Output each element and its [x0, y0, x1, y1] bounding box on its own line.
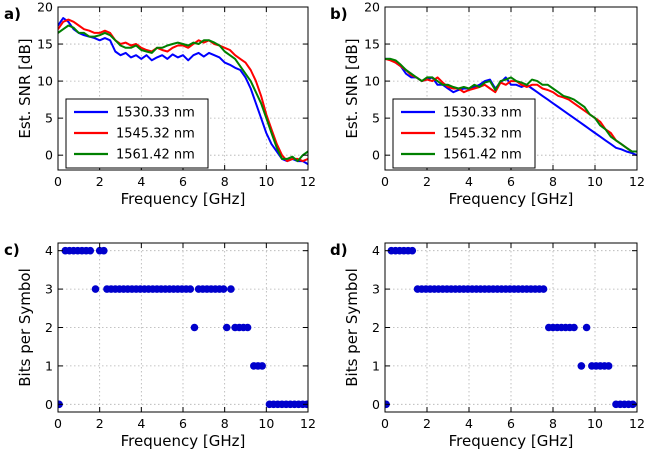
y-tick-label: 20 — [37, 0, 53, 15]
x-tick-label: 6 — [507, 416, 515, 431]
x-tick-label: 0 — [381, 416, 389, 431]
y-tick-label: 0 — [45, 148, 53, 163]
x-tick-label: 4 — [465, 416, 473, 431]
y-axis-label: Est. SNR [dB] — [16, 38, 34, 138]
legend: 1530.33 nm 1545.32 nm 1561.42 nm — [392, 98, 536, 169]
chart-panel-1: 0 2 4 6 8 10 12 0 5 10 15 20 Frequency [GHz] Est. SNR… — [4, 0, 316, 208]
y-tick-label: 0 — [45, 397, 53, 412]
x-axis-label: Frequency [GHz] — [121, 432, 246, 450]
panel-label: c) — [4, 241, 20, 259]
y-tick-label: 4 — [45, 243, 53, 258]
panel-label: d) — [330, 241, 348, 259]
legend-label-2: 1545.32 nm — [443, 127, 522, 142]
y-tick-label: 15 — [364, 37, 380, 52]
data-point — [243, 323, 252, 332]
y-axis-label: Bits per Symbol — [343, 268, 361, 386]
y-tick-label: 2 — [372, 320, 380, 335]
data-point — [604, 362, 613, 370]
plot-area — [58, 246, 308, 409]
data-point — [582, 323, 591, 332]
series-line-1 — [58, 17, 308, 165]
y-axis-label: Est. SNR [dB] — [343, 38, 361, 138]
legend-label-1: 1530.33 nm — [116, 106, 195, 121]
chart-panel-2: 0 2 4 6 8 10 12 0 5 10 15 20 Frequency [GHz] Est. SNR… — [330, 0, 645, 208]
plot-area — [58, 17, 308, 165]
y-tick-label: 1 — [372, 358, 380, 373]
panel-label: a) — [4, 5, 21, 23]
y-tick-label: 15 — [37, 37, 53, 52]
data-point — [227, 285, 235, 293]
legend: 1530.33 nm 1545.32 nm 1561.42 nm — [65, 98, 209, 169]
x-tick-label: 8 — [221, 174, 229, 189]
x-tick-label: 0 — [54, 416, 62, 431]
x-tick-label: 6 — [179, 416, 187, 431]
x-tick-label: 0 — [381, 174, 389, 189]
x-tick-label: 8 — [221, 416, 229, 431]
x-tick-label: 6 — [507, 174, 515, 189]
series-line-2 — [58, 18, 308, 163]
y-axis-label: Bits per Symbol — [16, 268, 34, 386]
y-tick-label: 0 — [372, 397, 380, 412]
plot-area — [385, 57, 637, 157]
x-tick-label: 2 — [96, 416, 104, 431]
x-tick-label: 10 — [258, 416, 274, 431]
data-point — [258, 362, 266, 370]
y-tick-label: 0 — [372, 148, 380, 163]
y-tick-label: 10 — [364, 74, 380, 89]
x-tick-label: 12 — [300, 174, 316, 189]
x-axis-label: Frequency [GHz] — [449, 432, 574, 450]
y-tick-label: 10 — [37, 74, 53, 89]
x-tick-label: 10 — [258, 174, 274, 189]
x-tick-label: 6 — [179, 174, 187, 189]
x-tick-label: 12 — [300, 416, 316, 431]
x-axis-label: Frequency [GHz] — [121, 190, 246, 208]
data-point — [219, 285, 228, 293]
y-tick-label: 3 — [372, 282, 380, 297]
x-tick-label: 2 — [423, 416, 431, 431]
data-point — [222, 323, 231, 332]
x-axis-label: Frequency [GHz] — [449, 190, 574, 208]
y-tick-label: 2 — [45, 320, 53, 335]
series-line-3 — [385, 57, 637, 153]
data-point — [539, 285, 548, 293]
data-point — [91, 285, 100, 293]
x-tick-label: 4 — [137, 416, 145, 431]
y-tick-label: 5 — [372, 111, 380, 126]
x-tick-label: 10 — [587, 416, 603, 431]
data-point — [100, 246, 108, 255]
y-tick-label: 3 — [45, 282, 53, 297]
y-tick-label: 20 — [364, 0, 380, 15]
x-tick-label: 10 — [587, 174, 603, 189]
x-tick-label: 4 — [137, 174, 145, 189]
data-point — [570, 323, 578, 332]
x-tick-label: 12 — [629, 174, 645, 189]
x-tick-label: 12 — [629, 416, 645, 431]
legend-label-1: 1530.33 nm — [443, 106, 522, 121]
panel-label: b) — [330, 5, 348, 23]
x-tick-label: 8 — [549, 174, 557, 189]
x-tick-label: 4 — [465, 174, 473, 189]
data-point — [186, 285, 195, 293]
data-point — [577, 362, 586, 370]
y-tick-label: 1 — [45, 358, 53, 373]
series-line-3 — [58, 24, 308, 163]
legend-label-3: 1561.42 nm — [116, 148, 195, 163]
y-tick-label: 4 — [372, 243, 380, 258]
x-tick-label: 2 — [423, 174, 431, 189]
legend-label-2: 1545.32 nm — [116, 127, 195, 142]
y-tick-label: 5 — [45, 111, 53, 126]
data-point — [190, 323, 199, 332]
x-tick-label: 0 — [54, 174, 62, 189]
legend-label-3: 1561.42 nm — [443, 148, 522, 163]
data-point — [408, 246, 417, 255]
x-tick-label: 2 — [96, 174, 104, 189]
x-tick-label: 8 — [549, 416, 557, 431]
data-point — [86, 246, 95, 255]
